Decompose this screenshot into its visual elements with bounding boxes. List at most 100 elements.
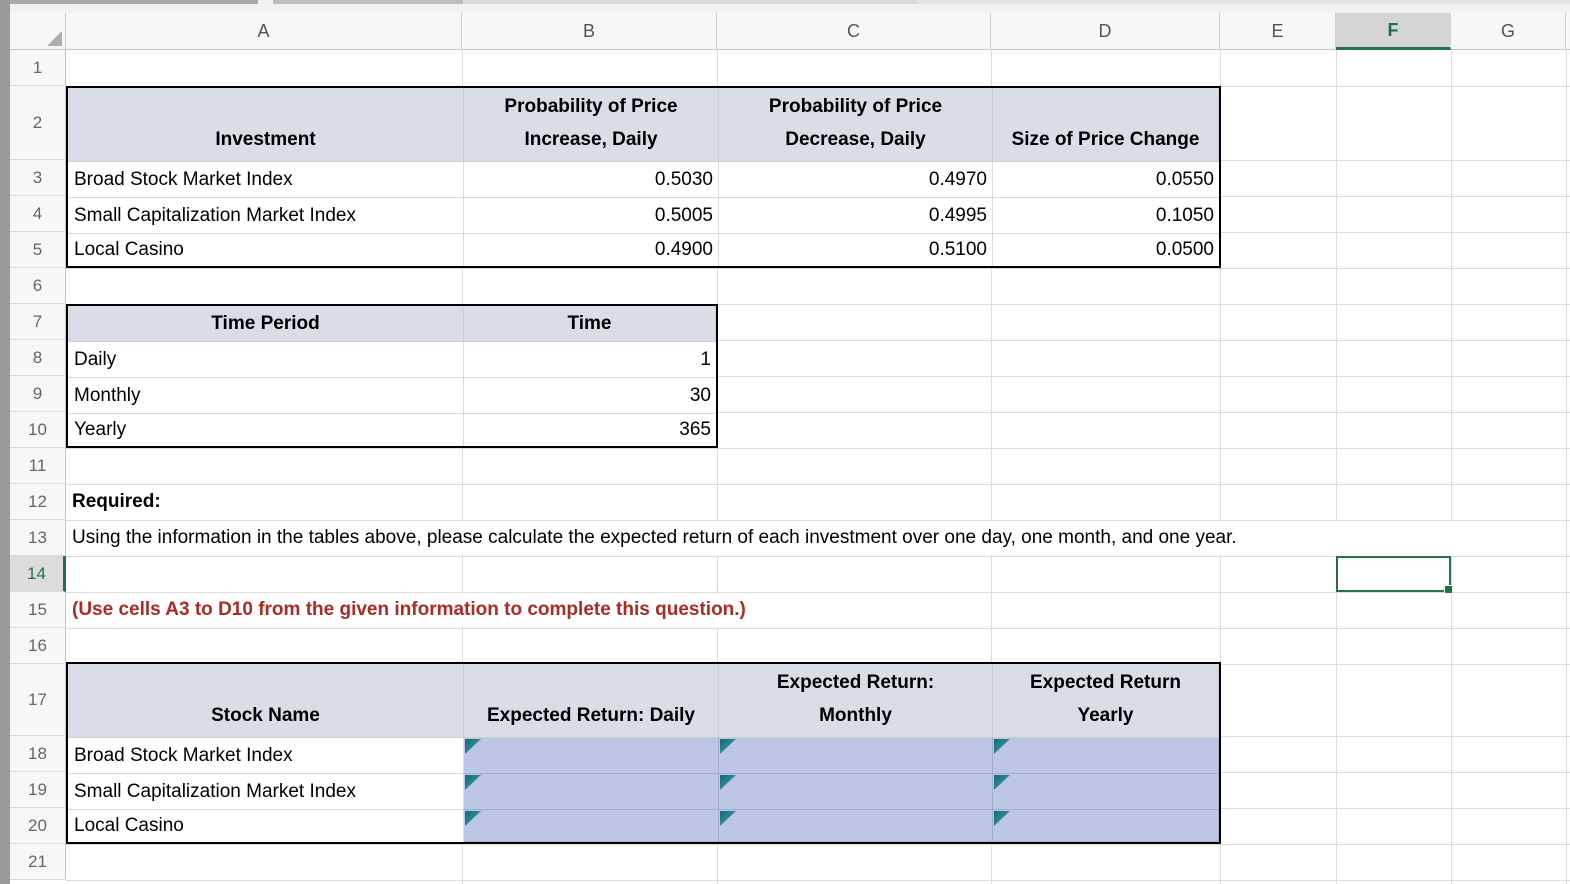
grid-line xyxy=(1566,50,1567,884)
grid-line xyxy=(66,340,1570,341)
cell-b4[interactable]: 0.5005 xyxy=(464,198,719,234)
cell-b17[interactable]: Expected Return: Daily xyxy=(464,664,719,738)
row-header-10[interactable]: 10 xyxy=(10,412,66,448)
grid-line xyxy=(66,412,1570,413)
column-header-b[interactable]: B xyxy=(462,13,717,50)
cell-c19[interactable] xyxy=(719,774,993,810)
cell-b18[interactable] xyxy=(464,738,719,774)
row-header-14[interactable]: 14 xyxy=(10,556,66,592)
grid-line xyxy=(717,50,718,884)
column-header-f[interactable]: F xyxy=(1336,13,1451,50)
row-header-18[interactable]: 18 xyxy=(10,736,66,772)
select-all-triangle-icon xyxy=(47,31,62,46)
cell-b7[interactable]: Time xyxy=(464,306,716,342)
row-header-21[interactable]: 21 xyxy=(10,844,66,880)
selected-cell-f14[interactable] xyxy=(1336,556,1453,594)
cell-a3[interactable]: Broad Stock Market Index xyxy=(68,162,464,198)
row-header-11[interactable]: 11 xyxy=(10,448,66,484)
overflow-patch xyxy=(66,593,928,627)
row-header-9[interactable]: 9 xyxy=(10,376,66,412)
flag-triangle-icon xyxy=(994,775,1010,790)
row-header-3[interactable]: 3 xyxy=(10,160,66,196)
cell-a17[interactable]: Stock Name xyxy=(68,664,464,738)
row-header-16[interactable]: 16 xyxy=(10,628,66,664)
cell-c18[interactable] xyxy=(719,738,993,774)
column-header-g[interactable]: G xyxy=(1451,13,1566,50)
grid-line xyxy=(1451,50,1452,884)
cell-d17[interactable]: Expected Return Yearly xyxy=(993,664,1219,738)
cell-a8[interactable]: Daily xyxy=(68,342,464,378)
row-header-12[interactable]: 12 xyxy=(10,484,66,520)
cell-b3[interactable]: 0.5030 xyxy=(464,162,719,198)
column-header-e[interactable]: E xyxy=(1220,13,1336,50)
column-header-c[interactable]: C xyxy=(717,13,991,50)
cell-d5[interactable]: 0.0500 xyxy=(1155,239,1214,260)
column-header-d[interactable]: D xyxy=(991,13,1220,50)
cell-d4[interactable]: 0.1050 xyxy=(993,198,1219,234)
cell-b2[interactable]: Probability of Price Increase, Daily xyxy=(464,88,719,162)
flag-triangle-icon xyxy=(465,739,481,754)
cell-a2[interactable]: Investment xyxy=(68,88,464,162)
row-header-1[interactable]: 1 xyxy=(10,50,66,86)
cell-a12[interactable]: Required: xyxy=(72,491,161,512)
flag-triangle-icon xyxy=(994,811,1010,826)
row-header-20[interactable]: 20 xyxy=(10,808,66,844)
cell-a20[interactable]: Local Casino xyxy=(68,810,464,842)
row-header-13[interactable]: 13 xyxy=(10,520,66,556)
fill-handle[interactable] xyxy=(1444,585,1453,594)
select-all-button[interactable] xyxy=(10,13,66,50)
expected-return-table: Stock Name Expected Return: Daily Expect… xyxy=(66,662,1221,844)
grid-line xyxy=(66,268,1570,269)
cell-a13[interactable]: Using the information in the tables abov… xyxy=(72,527,1237,548)
cell-a18[interactable]: Broad Stock Market Index xyxy=(68,738,464,774)
cell-a19[interactable]: Small Capitalization Market Index xyxy=(68,774,464,810)
cell-a9[interactable]: Monthly xyxy=(68,378,464,414)
grid-line xyxy=(66,556,1570,557)
grid-line xyxy=(66,448,1570,449)
grid-line xyxy=(66,520,1570,521)
row-header-4[interactable]: 4 xyxy=(10,196,66,232)
cell-a4[interactable]: Small Capitalization Market Index xyxy=(68,198,464,234)
cell-c4[interactable]: 0.4995 xyxy=(719,198,993,234)
cell-a10[interactable]: Yearly xyxy=(68,414,464,446)
cell-c20[interactable] xyxy=(719,810,993,842)
column-header-a[interactable]: A xyxy=(66,13,462,50)
row-header-7[interactable]: 7 xyxy=(10,304,66,340)
cell-a7[interactable]: Time Period xyxy=(68,306,464,342)
grid-line xyxy=(66,844,1570,845)
cell-b19[interactable] xyxy=(464,774,719,810)
row-header-2[interactable]: 2 xyxy=(10,86,66,160)
grid-line xyxy=(462,50,463,884)
flag-triangle-icon xyxy=(720,739,736,754)
cell-b20[interactable] xyxy=(464,810,719,842)
cell-d20[interactable] xyxy=(993,810,1219,842)
cell-c5[interactable]: 0.5100 xyxy=(719,234,993,266)
cell-a5[interactable]: Local Casino xyxy=(68,234,464,266)
column-header-filler xyxy=(1566,13,1570,50)
cell-a15[interactable]: (Use cells A3 to D10 from the given info… xyxy=(72,599,746,620)
row-header-17[interactable]: 17 xyxy=(10,664,66,736)
grid-line xyxy=(66,376,1570,377)
cell-c17[interactable]: Expected Return: Monthly xyxy=(719,664,993,738)
row-header-15[interactable]: 15 xyxy=(10,592,66,628)
cell-d2[interactable]: Size of Price Change xyxy=(993,88,1219,162)
grid-line xyxy=(66,304,1570,305)
cell-c2[interactable]: Probability of Price Decrease, Daily xyxy=(719,88,993,162)
flag-triangle-icon xyxy=(720,775,736,790)
cell-d3[interactable]: 0.0550 xyxy=(993,162,1219,198)
cell-d18[interactable] xyxy=(993,738,1219,774)
row-header-6[interactable]: 6 xyxy=(10,268,66,304)
row-header-5[interactable]: 5 xyxy=(10,232,66,268)
cell-d19[interactable] xyxy=(993,774,1219,810)
row-header-8[interactable]: 8 xyxy=(10,340,66,376)
grid-line xyxy=(66,592,1570,593)
cell-b9[interactable]: 30 xyxy=(464,378,716,414)
cell-b10[interactable]: 365 xyxy=(679,419,711,440)
flag-triangle-icon xyxy=(720,811,736,826)
cell-b5[interactable]: 0.4900 xyxy=(464,234,719,266)
cell-b8[interactable]: 1 xyxy=(464,342,716,378)
row-header-19[interactable]: 19 xyxy=(10,772,66,808)
flag-triangle-icon xyxy=(465,775,481,790)
cell-c3[interactable]: 0.4970 xyxy=(719,162,993,198)
